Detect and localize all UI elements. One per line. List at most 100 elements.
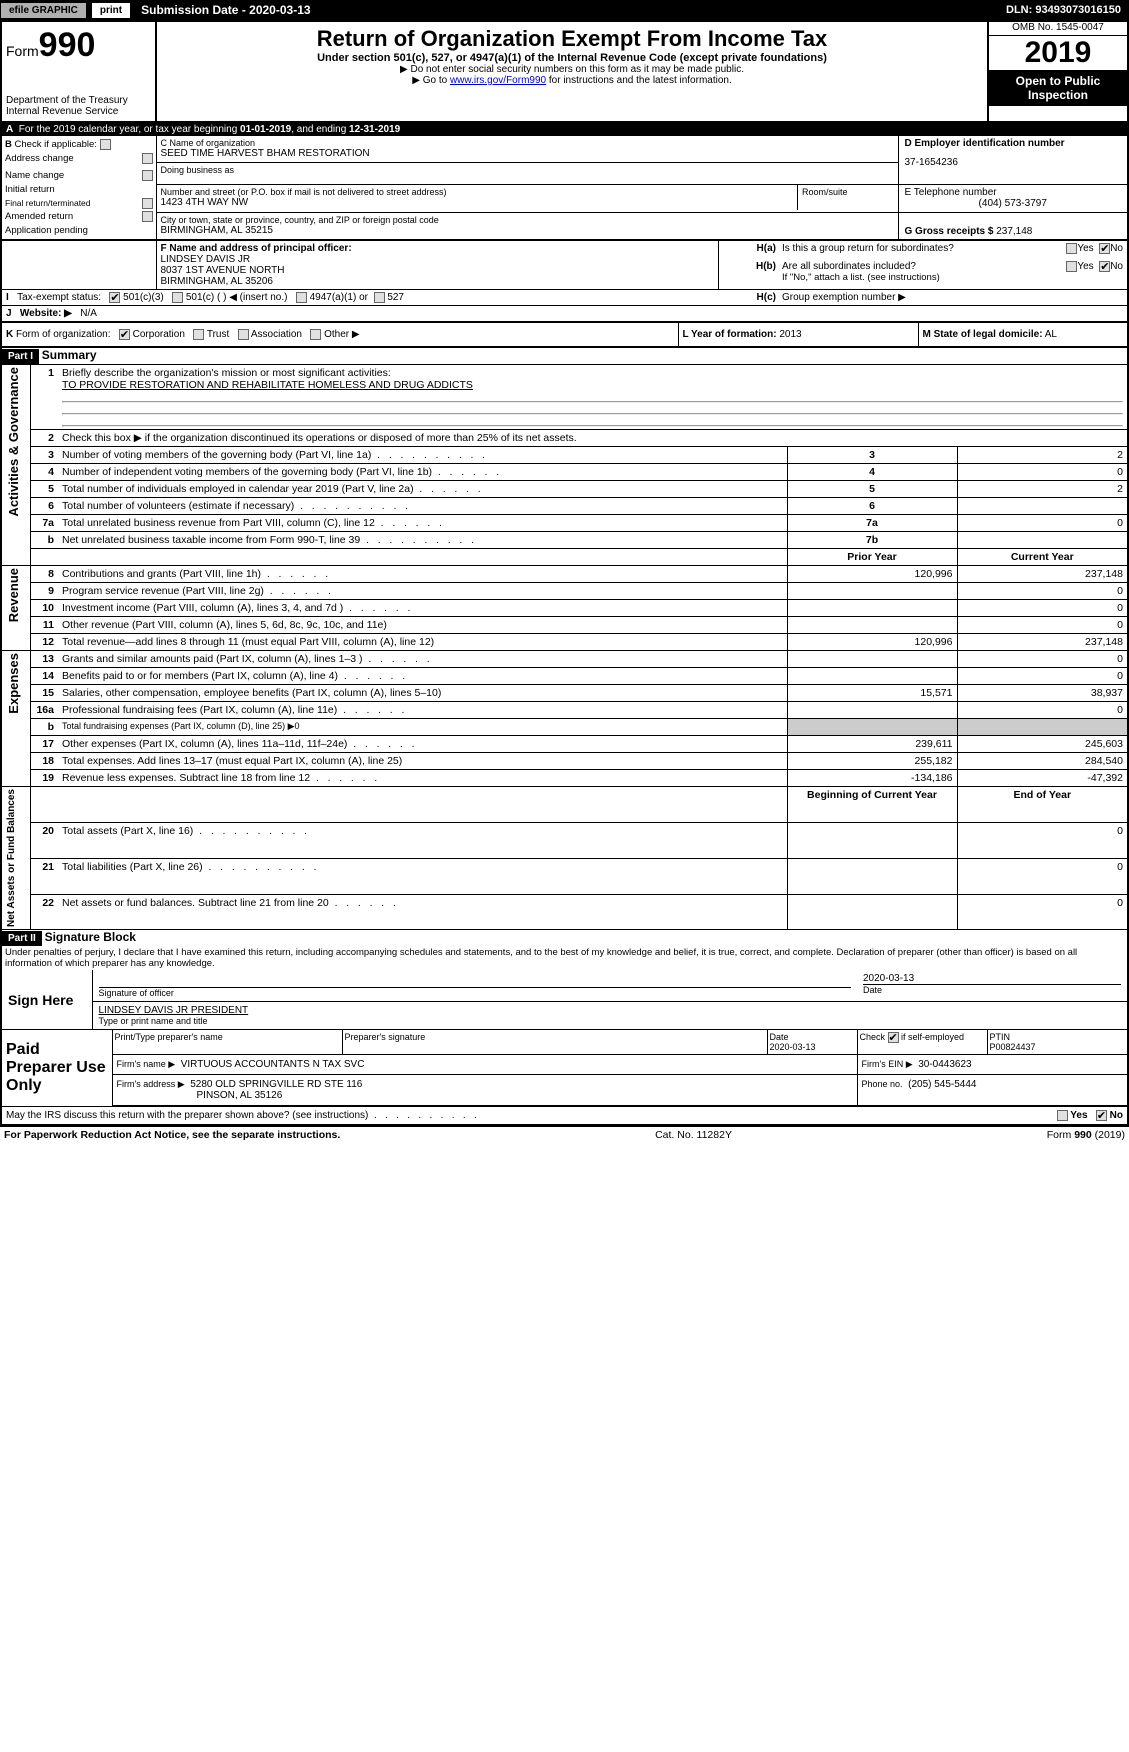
- checkbox-no[interactable]: [1099, 261, 1110, 272]
- firm-ein-val: 30-0443623: [918, 1059, 971, 1070]
- checkbox[interactable]: [142, 198, 153, 209]
- ln3-box: 3: [787, 447, 957, 464]
- footer: For Paperwork Reduction Act Notice, see …: [0, 1126, 1129, 1143]
- print-button[interactable]: print: [91, 2, 131, 19]
- i-501c: 501(c) ( ) ◀ (insert no.): [186, 292, 288, 303]
- checkbox[interactable]: [310, 329, 321, 340]
- row-curr: 0: [957, 823, 1127, 859]
- row-curr: 0: [957, 651, 1127, 668]
- f-header: F Name and address of principal officer:: [161, 243, 714, 254]
- block-m: M State of legal domicile: AL: [918, 323, 1128, 347]
- checkbox-no[interactable]: [1099, 243, 1110, 254]
- row-curr: 0: [957, 894, 1127, 930]
- officer-city: BIRMINGHAM, AL 35206: [161, 276, 714, 287]
- k-header: Form of organization:: [16, 329, 111, 340]
- officer-nametitle: LINDSEY DAVIS JR PRESIDENT: [99, 1005, 1122, 1016]
- ln7a-val: 0: [957, 515, 1127, 532]
- checkbox[interactable]: [238, 329, 249, 340]
- sig-officer-label: Signature of officer: [99, 987, 852, 998]
- d-header: D Employer identification number: [905, 138, 1122, 149]
- k-assoc: Association: [251, 329, 302, 340]
- gross-receipts: 237,148: [996, 226, 1032, 237]
- omb-number: OMB No. 1545-0047: [989, 22, 1127, 36]
- i-501c3: 501(c)(3): [123, 292, 164, 303]
- row-prior: 239,611: [787, 736, 957, 753]
- hc-label: H(c): [718, 290, 778, 306]
- dba-header: Doing business as: [161, 165, 894, 175]
- penalty-text: Under penalties of perjury, I declare th…: [2, 946, 1127, 970]
- irs-link[interactable]: www.irs.gov/Form990: [450, 75, 546, 86]
- klm-block: K Form of organization: Corporation Trus…: [0, 323, 1129, 348]
- row-curr: 0: [957, 583, 1127, 600]
- checkbox-yes[interactable]: [1066, 261, 1077, 272]
- checkbox[interactable]: [193, 329, 204, 340]
- form-title-cell: Return of Organization Exempt From Incom…: [156, 21, 988, 122]
- org-name: SEED TIME HARVEST BHAM RESTORATION: [161, 148, 894, 159]
- checkbox[interactable]: [142, 170, 153, 181]
- prep-date-val: 2020-03-13: [770, 1042, 816, 1052]
- checkbox[interactable]: [296, 292, 307, 303]
- form-note1: ▶ Do not enter social security numbers o…: [161, 64, 983, 75]
- hb-note: If "No," attach a list. (see instruction…: [782, 272, 1123, 283]
- form-title: Return of Organization Exempt From Incom…: [161, 26, 983, 52]
- checkbox[interactable]: [142, 153, 153, 164]
- block-b: B Check if applicable: Address change Na…: [1, 136, 156, 240]
- row-prior: [787, 702, 957, 719]
- ln2-text: Check this box ▶ if the organization dis…: [62, 432, 577, 444]
- note2-pre: ▶ Go to: [412, 75, 450, 86]
- firm-name-hdr: Firm's name ▶: [117, 1059, 176, 1069]
- room-suite-header: Room/suite: [798, 185, 898, 210]
- sub-date-prefix: Submission Date -: [141, 3, 249, 17]
- block-d: D Employer identification number 37-1654…: [898, 136, 1128, 184]
- part1-title: Summary: [42, 348, 97, 362]
- row-curr: 0: [957, 668, 1127, 685]
- ln3-val: 2: [957, 447, 1127, 464]
- row-curr: 237,148: [957, 566, 1127, 583]
- block-i: I Tax-exempt status: 501(c)(3) 501(c) ( …: [1, 290, 718, 306]
- checkbox[interactable]: [142, 211, 153, 222]
- no-label: No: [1110, 1110, 1123, 1121]
- checkbox[interactable]: [109, 292, 120, 303]
- form-subtitle: Under section 501(c), 527, or 4947(a)(1)…: [161, 52, 983, 64]
- ln6-text: Total number of volunteers (estimate if …: [58, 498, 787, 515]
- phone-hdr: Phone no.: [862, 1079, 903, 1089]
- b-amended: Amended return: [5, 211, 73, 222]
- ln5-text: Total number of individuals employed in …: [58, 481, 787, 498]
- omb-year-cell: OMB No. 1545-0047 2019 Open to Public In…: [988, 21, 1128, 122]
- checkbox-no[interactable]: [1096, 1110, 1107, 1121]
- firm-addr1: 5280 OLD SPRINGVILLE RD STE 116: [190, 1079, 362, 1090]
- c-header: C Name of organization: [161, 138, 894, 148]
- tax-year: 2019: [989, 36, 1127, 70]
- row-prior: [787, 668, 957, 685]
- checkbox[interactable]: [100, 139, 111, 150]
- checkbox-self-employed[interactable]: [888, 1032, 899, 1043]
- phone-val: (205) 545-5444: [908, 1079, 976, 1090]
- firm-addr2: PINSON, AL 35126: [197, 1090, 283, 1101]
- row-curr: 0: [957, 702, 1127, 719]
- part2-header-row: Part II Signature Block: [2, 930, 1127, 946]
- checkbox[interactable]: [172, 292, 183, 303]
- row-label: Benefits paid to or for members (Part IX…: [58, 668, 787, 685]
- block-j: J Website: ▶ N/A: [1, 306, 1128, 323]
- row-label: Revenue less expenses. Subtract line 18 …: [58, 770, 787, 787]
- checkbox-yes[interactable]: [1057, 1110, 1068, 1121]
- ln4-val: 0: [957, 464, 1127, 481]
- side-rev: Revenue: [2, 566, 30, 651]
- side-ag: Activities & Governance: [2, 365, 30, 566]
- row-num: 19: [30, 770, 58, 787]
- row-num: 20: [30, 823, 58, 859]
- checkbox-yes[interactable]: [1066, 243, 1077, 254]
- block-c-dba: Doing business as: [156, 162, 898, 184]
- checkbox[interactable]: [119, 329, 130, 340]
- row-curr-grey: [957, 719, 1127, 736]
- ein-value: 37-1654236: [905, 157, 1122, 168]
- e-header: E Telephone number: [905, 187, 1122, 198]
- ln5-val: 2: [957, 481, 1127, 498]
- row-curr: -47,392: [957, 770, 1127, 787]
- paid-preparer-table: Paid Preparer Use Only Print/Type prepar…: [2, 1029, 1127, 1106]
- row-prior: [787, 583, 957, 600]
- checkbox[interactable]: [374, 292, 385, 303]
- j-header: Website: ▶: [20, 308, 72, 319]
- row-curr: 0: [957, 858, 1127, 894]
- row-curr: 0: [957, 617, 1127, 634]
